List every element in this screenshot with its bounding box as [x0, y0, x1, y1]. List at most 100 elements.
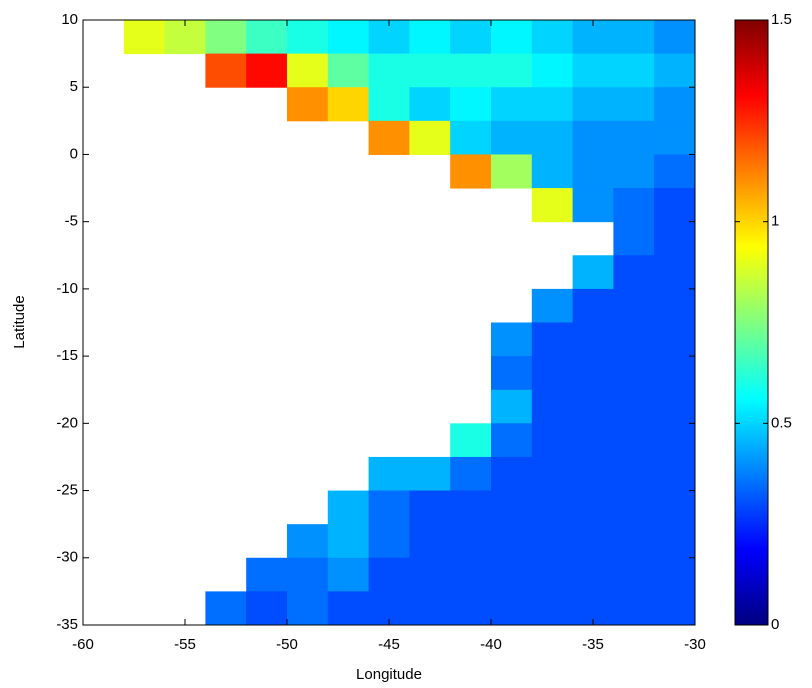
heat-cell — [531, 288, 574, 323]
heat-cell — [572, 188, 614, 223]
heat-cell — [613, 87, 655, 122]
colorbar-tick-label: 1.5 — [771, 11, 792, 28]
heat-cell — [327, 490, 370, 525]
heat-cell — [450, 490, 492, 525]
heat-cell — [327, 20, 370, 55]
heat-cell — [123, 20, 166, 55]
heat-cell — [327, 87, 370, 122]
heat-cell — [572, 524, 614, 559]
y-tick-label: -10 — [56, 280, 78, 297]
heat-cell — [572, 322, 614, 357]
x-tick-label: -55 — [174, 636, 196, 653]
heat-cell — [327, 524, 370, 559]
heat-cell — [246, 53, 288, 88]
heat-cell — [409, 456, 451, 492]
heat-cell — [654, 356, 696, 391]
x-tick-label: -50 — [276, 636, 298, 653]
heat-cell — [205, 53, 247, 88]
heat-cell — [654, 53, 696, 88]
heat-cell — [531, 20, 574, 55]
heat-cell — [613, 53, 655, 88]
heat-cell — [572, 53, 614, 88]
heat-cell — [491, 20, 533, 55]
heat-cell — [531, 87, 574, 122]
heat-cell — [654, 423, 696, 458]
heat-cell — [491, 456, 533, 492]
heat-cell — [368, 524, 410, 559]
y-tick-label: -30 — [56, 549, 78, 566]
heat-cell — [491, 389, 533, 424]
y-tick-label: -15 — [56, 347, 78, 364]
heat-cell — [654, 591, 696, 626]
heat-cell — [246, 20, 288, 55]
heat-cell — [654, 389, 696, 424]
heat-cell — [491, 154, 533, 189]
x-axis-label: Longitude — [356, 666, 422, 683]
heat-cell — [654, 120, 696, 155]
heat-cell — [613, 456, 655, 492]
heat-cell — [327, 53, 370, 88]
heat-cell — [654, 456, 696, 492]
heat-cell — [491, 120, 533, 155]
heat-cell — [654, 524, 696, 559]
heat-cell — [205, 20, 247, 55]
heat-cell — [491, 53, 533, 88]
y-tick-label: 5 — [70, 78, 78, 95]
heat-cell — [613, 188, 655, 223]
heat-cell — [613, 557, 655, 592]
heat-cell — [491, 322, 533, 357]
heat-cell — [572, 288, 614, 323]
heat-cell — [531, 322, 574, 357]
heat-cell — [491, 591, 533, 626]
heat-cell — [613, 288, 655, 323]
heat-cell — [613, 322, 655, 357]
heat-cell — [368, 557, 410, 592]
x-tick-label: -45 — [378, 636, 400, 653]
heat-cell — [654, 20, 696, 55]
heat-cell — [654, 288, 696, 323]
heat-cell — [246, 591, 288, 626]
heat-cell — [368, 53, 410, 88]
heat-cell — [327, 557, 370, 592]
heat-cell — [368, 87, 410, 122]
heat-cell — [287, 20, 329, 55]
heat-cell — [531, 456, 574, 492]
heat-cell — [450, 120, 492, 155]
heat-cell — [531, 188, 574, 223]
heat-cell — [572, 154, 614, 189]
heat-cell — [450, 87, 492, 122]
heat-cell — [654, 557, 696, 592]
heat-cell — [572, 490, 614, 525]
heat-cell — [613, 255, 655, 290]
heat-cell — [654, 322, 696, 357]
y-tick-label: -25 — [56, 482, 78, 499]
heat-cell — [491, 490, 533, 525]
heat-cell — [491, 423, 533, 458]
heat-cell — [491, 87, 533, 122]
heat-cell — [450, 154, 492, 189]
heat-cell — [450, 423, 492, 458]
heat-cell — [531, 53, 574, 88]
heat-cell — [409, 20, 451, 55]
heat-cell — [613, 120, 655, 155]
heat-cell — [491, 557, 533, 592]
colorbar-tick-label: 0 — [771, 616, 779, 633]
heat-cell — [572, 255, 614, 290]
heat-cell — [287, 557, 329, 592]
heat-cell — [409, 524, 451, 559]
y-axis-label: Latitude — [11, 295, 28, 348]
y-tick-label: 0 — [70, 145, 78, 162]
heat-cell — [613, 591, 655, 626]
heat-cell — [613, 221, 655, 256]
heat-cell — [491, 356, 533, 391]
heat-cell — [572, 389, 614, 424]
heat-cell — [531, 557, 574, 592]
heat-cell — [531, 389, 574, 424]
y-tick-label: 10 — [61, 11, 78, 28]
heat-cell — [613, 490, 655, 525]
heat-cell — [246, 557, 288, 592]
heat-cell — [450, 591, 492, 626]
heat-cell — [531, 490, 574, 525]
heat-cell — [654, 255, 696, 290]
heat-cell — [572, 557, 614, 592]
